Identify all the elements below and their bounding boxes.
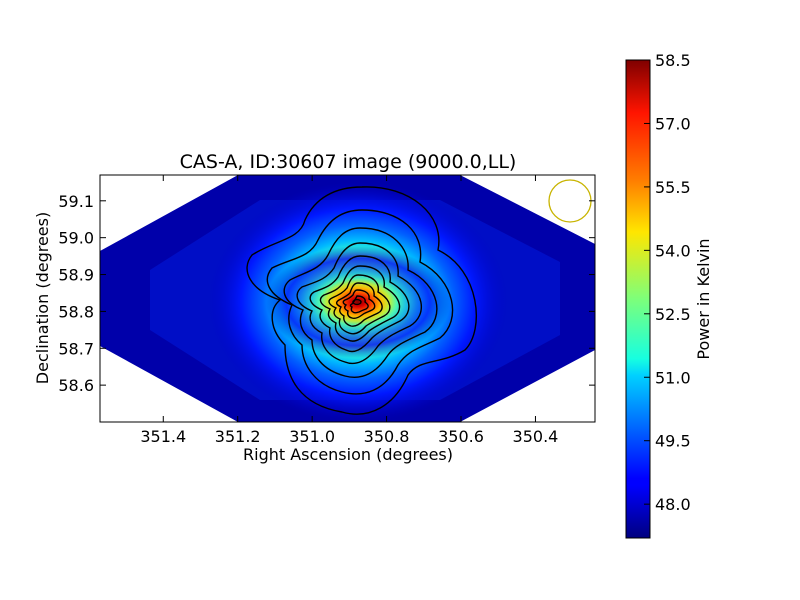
- contour-peak: [352, 298, 362, 306]
- colorbar-tick-label: 48.0: [655, 495, 691, 514]
- colorbar: 48.0 49.5 51.0 52.5 54.0 55.5 57.0 58.5 Power i…: [625, 51, 713, 539]
- contour-9: [342, 289, 376, 320]
- contour-4: [296, 242, 422, 365]
- contour-lines: [246, 186, 477, 415]
- plot-frame: [99, 174, 596, 423]
- y-tick-label: 58.6: [58, 376, 94, 395]
- y-axis-label: Declination (degrees): [33, 212, 52, 384]
- colorbar-label: Power in Kelvin: [694, 238, 713, 359]
- x-tick-label: 351.4: [140, 427, 186, 446]
- colorbar-tick-label: 52.5: [655, 305, 691, 324]
- beam-marker: [548, 179, 592, 223]
- contour-7: [328, 274, 391, 335]
- colorbar-tick-label: 54.0: [655, 241, 691, 260]
- contour-3: [283, 227, 438, 378]
- plot-area: [99, 174, 596, 423]
- colorbar-tick-label: 57.0: [655, 114, 691, 133]
- colorbar-gradient: [625, 59, 651, 539]
- y-tick-label: 59.0: [58, 229, 94, 248]
- colorbar-tick-label: 58.5: [655, 51, 691, 70]
- contour-8: [335, 282, 383, 327]
- contour-6: [319, 265, 401, 342]
- y-tick-label: 58.7: [58, 339, 94, 358]
- contour-outer: [246, 186, 477, 415]
- x-axis-label: Right Ascension (degrees): [243, 445, 453, 464]
- x-tick-label: 351.0: [289, 427, 335, 446]
- x-tick-label: 351.2: [215, 427, 261, 446]
- y-tick-label: 58.9: [58, 266, 94, 285]
- contour-2: [266, 209, 454, 395]
- contour-5: [309, 255, 410, 353]
- chart-title: CAS-A, ID:30607 image (9000.0,LL): [180, 151, 517, 173]
- x-tick-label: 350.4: [513, 427, 559, 446]
- x-axis: 351.4 351.2 351.0 350.8 350.6 350.4 Right Asc…: [140, 175, 558, 464]
- colorbar-tick-label: 49.5: [655, 432, 691, 451]
- heat-blob-core: [266, 246, 450, 358]
- y-axis: 58.6 58.7 58.8 58.9 59.0 59.1 Declination (de…: [33, 192, 595, 395]
- colorbar-tick-label: 51.0: [655, 368, 691, 387]
- x-tick-label: 350.6: [438, 427, 484, 446]
- contour-10: [349, 295, 369, 314]
- colorbar-tick-label: 55.5: [655, 178, 691, 197]
- y-tick-label: 59.1: [58, 192, 94, 211]
- x-tick-label: 350.8: [364, 427, 410, 446]
- y-tick-label: 58.8: [58, 302, 94, 321]
